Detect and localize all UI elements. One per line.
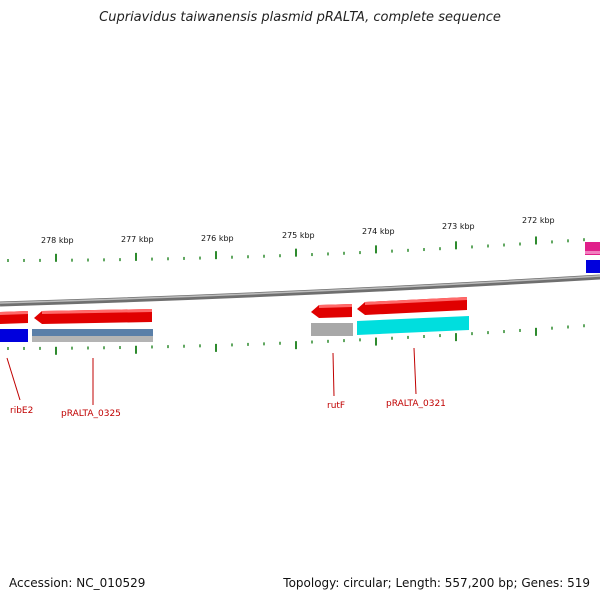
map-title: Cupriavidus taiwanensis plasmid pRALTA, … [99, 10, 501, 25]
upper-tick-track [7, 236, 585, 262]
accession-text: Accession: NC_010529 [9, 576, 146, 590]
magenta-feature-shade [585, 251, 600, 254]
gene-label-pRALTA_0325: pRALTA_0325 [61, 409, 121, 419]
genome-backbone-highlight [0, 275, 600, 304]
label-line-ribE2 [6, 357, 21, 401]
gene-label-rutF: rutF [327, 401, 345, 411]
tick-label-275kbp: 275 kbp [282, 231, 315, 240]
cds-pRALTA_0325-lower [32, 336, 153, 342]
gene-arrow-ribE2-shade [0, 311, 28, 315]
tick-label-273kbp: 273 kbp [442, 222, 475, 231]
gene-label-ribE2: ribE2 [10, 406, 33, 416]
tick-label-272kbp: 272 kbp [522, 216, 555, 225]
tick-label-274kbp: 274 kbp [362, 227, 395, 236]
blue-feature-right[interactable] [586, 260, 600, 273]
tick-label-277kbp: 277 kbp [121, 235, 154, 244]
gene-arrow-pRALTA_0321-shade [365, 297, 467, 305]
tick-label-278kbp: 278 kbp [41, 236, 74, 245]
gene-label-pRALTA_0321: pRALTA_0321 [386, 399, 446, 409]
genome-backbone [0, 274, 600, 307]
cds-pRALTA_0321[interactable] [357, 316, 469, 335]
topology-summary: Topology: circular; Length: 557,200 bp; … [283, 576, 590, 590]
label-line-rutF [332, 352, 335, 397]
cds-rutF[interactable] [311, 323, 353, 336]
gene-arrow-rutF-shade [319, 304, 352, 308]
gene-arrow-pRALTA_0325-shade [42, 309, 152, 314]
label-line-pRALTA_0321 [413, 347, 417, 395]
cds-ribE2[interactable] [0, 329, 28, 342]
lower-tick-track [7, 324, 585, 355]
tick-label-276kbp: 276 kbp [201, 234, 234, 243]
